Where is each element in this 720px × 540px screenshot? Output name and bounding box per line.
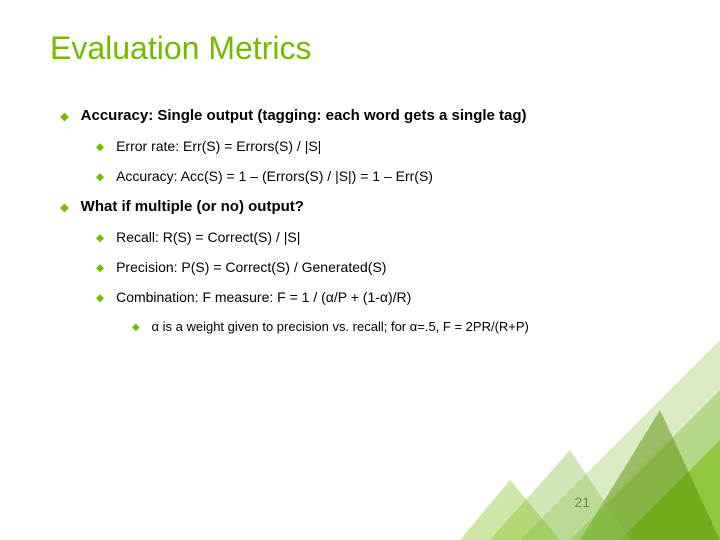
slide-content: ◆ Accuracy: Single output (tagging: each… <box>60 107 670 334</box>
bullet-marker-icon: ◆ <box>96 262 104 274</box>
bullet-text: Precision: P(S) = Correct(S) / Generated… <box>116 259 386 275</box>
slide-title: Evaluation Metrics <box>50 30 670 67</box>
bullet-level2: ◆ Error rate: Err(S) = Errors(S) / |S| <box>96 138 670 154</box>
bullet-text: Accuracy: Single output (tagging: each w… <box>81 107 527 124</box>
bullet-level1: ◆ Accuracy: Single output (tagging: each… <box>60 107 670 124</box>
page-number: 21 <box>574 494 590 510</box>
bullet-marker-icon: ◆ <box>96 232 104 244</box>
bullet-level2: ◆ Recall: R(S) = Correct(S) / |S| <box>96 229 670 245</box>
bullet-text: Recall: R(S) = Correct(S) / |S| <box>116 229 300 245</box>
bullet-marker-icon: ◆ <box>60 201 69 214</box>
bullet-marker-icon: ◆ <box>60 110 69 123</box>
bullet-level3: ◆ α is a weight given to precision vs. r… <box>132 319 670 334</box>
bullet-text: Accuracy: Acc(S) = 1 – (Errors(S) / |S|)… <box>116 168 433 184</box>
bullet-level2: ◆ Accuracy: Acc(S) = 1 – (Errors(S) / |S… <box>96 168 670 184</box>
bullet-text: Combination: F measure: F = 1 / (α/P + (… <box>116 289 411 305</box>
slide: Evaluation Metrics ◆ Accuracy: Single ou… <box>0 0 720 540</box>
bullet-marker-icon: ◆ <box>96 171 104 183</box>
bullet-text: Error rate: Err(S) = Errors(S) / |S| <box>116 138 321 154</box>
bullet-text: What if multiple (or no) output? <box>81 198 304 215</box>
bullet-text: α is a weight given to precision vs. rec… <box>152 319 529 334</box>
bullet-level1: ◆ What if multiple (or no) output? <box>60 198 670 215</box>
bullet-marker-icon: ◆ <box>96 141 104 153</box>
bullet-marker-icon: ◆ <box>96 292 104 304</box>
bullet-level2: ◆ Precision: P(S) = Correct(S) / Generat… <box>96 259 670 275</box>
bullet-level2: ◆ Combination: F measure: F = 1 / (α/P +… <box>96 289 670 305</box>
bullet-marker-icon: ◆ <box>132 322 140 333</box>
